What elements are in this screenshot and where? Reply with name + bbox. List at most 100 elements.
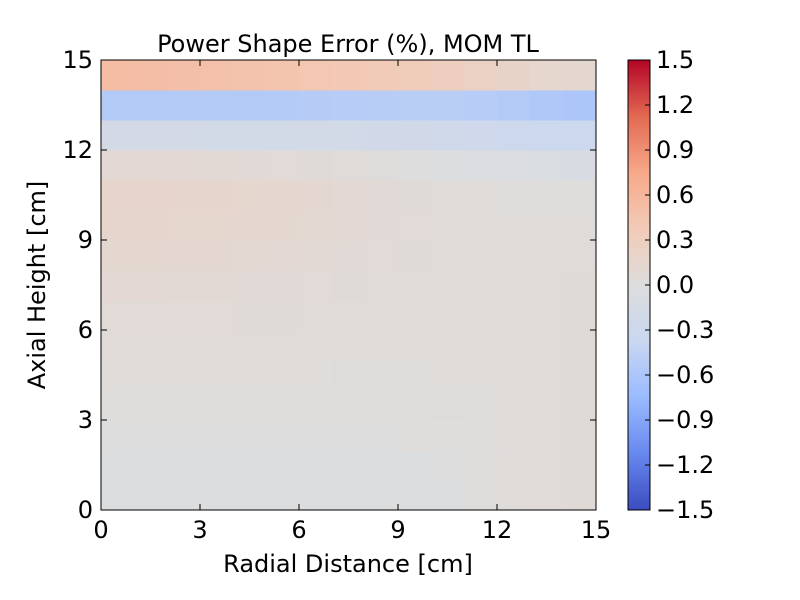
heatmap-cell: [398, 300, 432, 331]
heatmap-cell: [200, 240, 234, 271]
heatmap-cell: [530, 360, 564, 391]
heatmap-cell: [398, 390, 432, 421]
heatmap-cell: [398, 120, 432, 151]
heatmap-cell: [497, 180, 531, 211]
heatmap-cell: [167, 330, 201, 361]
heatmap-cell: [332, 420, 366, 451]
heatmap-cell: [167, 60, 201, 91]
heatmap-cell: [398, 480, 432, 511]
heatmap-cell: [134, 270, 168, 301]
colorbar-tick-label: 1.5: [656, 46, 694, 74]
heatmap-cell: [266, 300, 300, 331]
plot-frame: [100, 59, 597, 511]
heatmap-cell: [299, 390, 333, 421]
heatmap-cell: [530, 240, 564, 271]
heatmap-cell: [365, 450, 399, 481]
heatmap-cell: [233, 90, 267, 121]
heatmap-cell: [431, 240, 465, 271]
heatmap-cell: [167, 450, 201, 481]
heatmap-cell: [497, 390, 531, 421]
heatmap-cell: [497, 60, 531, 91]
heatmap-cell: [365, 360, 399, 391]
heatmap-cell: [200, 420, 234, 451]
heatmap-cell: [266, 270, 300, 301]
y-tick-label: 12: [62, 136, 93, 164]
heatmap-cell: [497, 90, 531, 121]
heatmap-cell: [134, 330, 168, 361]
heatmap-cell: [464, 210, 498, 241]
x-tick-label: 15: [581, 516, 612, 544]
heatmap-cell: [497, 240, 531, 271]
heatmap-cell: [497, 210, 531, 241]
heatmap-cell: [563, 360, 597, 391]
heatmap-cell: [365, 270, 399, 301]
heatmap-cell: [200, 360, 234, 391]
heatmap-cell: [266, 120, 300, 151]
heatmap-cell: [563, 120, 597, 151]
heatmap-cell: [497, 360, 531, 391]
heatmap-cell: [464, 240, 498, 271]
heatmap-cell: [563, 450, 597, 481]
heatmap-cell: [332, 150, 366, 181]
heatmap-cell: [200, 120, 234, 151]
heatmap-cell: [299, 150, 333, 181]
heatmap-cell: [266, 240, 300, 271]
heatmap-cell: [332, 330, 366, 361]
heatmap-cell: [464, 270, 498, 301]
heatmap-cell: [431, 270, 465, 301]
heatmap-cell: [233, 270, 267, 301]
heatmap-cell: [200, 210, 234, 241]
heatmap-cell: [200, 60, 234, 91]
heatmap-cell: [233, 150, 267, 181]
heatmap-cell: [398, 450, 432, 481]
heatmap-cell: [398, 240, 432, 271]
heatmap-cell: [167, 300, 201, 331]
heatmap-cell: [431, 480, 465, 511]
heatmap-cell: [497, 300, 531, 331]
heatmap-cell: [299, 330, 333, 361]
heatmap-cell: [497, 150, 531, 181]
colorbar-tick-label: −0.9: [656, 406, 714, 434]
heatmap-cell: [101, 150, 135, 181]
heatmap-cell: [167, 270, 201, 301]
heatmap-cell: [134, 360, 168, 391]
heatmap-cell: [497, 480, 531, 511]
colorbar-tick-label: 0.3: [656, 226, 694, 254]
heatmap-cell: [233, 120, 267, 151]
heatmap-cell: [101, 180, 135, 211]
heatmap-cell: [332, 480, 366, 511]
heatmap-cell: [167, 90, 201, 121]
heatmap-cell: [464, 480, 498, 511]
heatmap-cell: [266, 90, 300, 121]
heatmap-cell: [431, 330, 465, 361]
heatmap-cell: [200, 90, 234, 121]
heatmap-cell: [101, 270, 135, 301]
heatmap-cell: [530, 90, 564, 121]
heatmap-cell: [101, 420, 135, 451]
colorbar-tick-label: −1.5: [656, 496, 714, 524]
heatmap-cell: [200, 300, 234, 331]
y-tick-label: 15: [62, 46, 93, 74]
heatmap-cell: [167, 480, 201, 511]
heatmap-cell: [332, 390, 366, 421]
y-axis-ticks: 0 3 6 9 12 15: [62, 46, 596, 524]
heatmap-cell: [464, 60, 498, 91]
heatmap-cell: [200, 480, 234, 511]
heatmap-cell: [200, 180, 234, 211]
heatmap-cell: [530, 420, 564, 451]
heatmap-cell: [200, 330, 234, 361]
heatmap-cell: [431, 300, 465, 331]
heatmap-cell: [365, 150, 399, 181]
colorbar-tick-label: 0.9: [656, 136, 694, 164]
heatmap-cell: [398, 180, 432, 211]
heatmap-cell: [101, 360, 135, 391]
y-tick-label: 9: [78, 226, 93, 254]
heatmap-cell: [365, 390, 399, 421]
x-tick-label: 9: [390, 516, 405, 544]
heatmap-cell: [101, 300, 135, 331]
heatmap-cell: [530, 390, 564, 421]
heatmap-cell: [332, 240, 366, 271]
heatmap-cell: [431, 360, 465, 391]
heatmap-cell: [332, 210, 366, 241]
heatmap-cell: [530, 60, 564, 91]
